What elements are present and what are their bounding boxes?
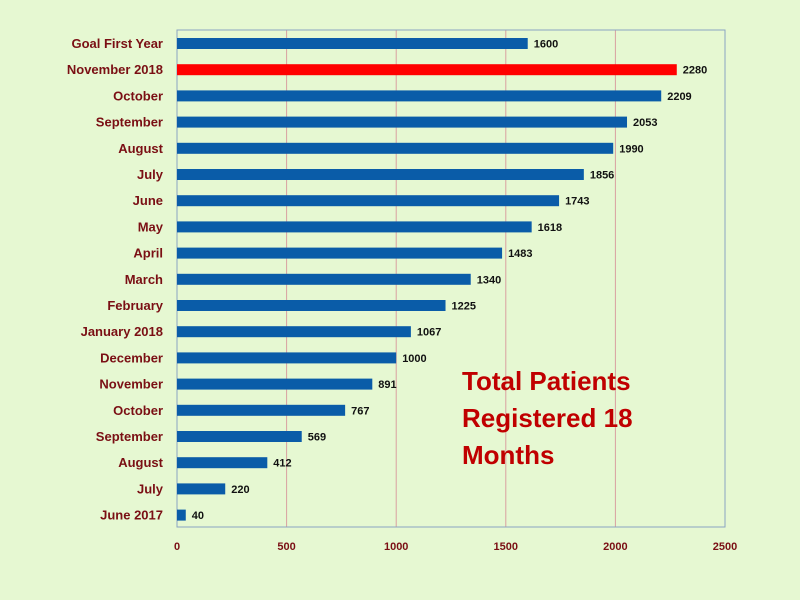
- x-axis-ticks: 0 500 1000 1500 2000 2500: [174, 541, 737, 553]
- value-label: 220: [231, 484, 249, 496]
- value-label: 2209: [667, 91, 691, 103]
- bar: [177, 300, 446, 311]
- tick-label: 2500: [713, 541, 737, 553]
- bar: [177, 38, 528, 49]
- value-label: 1067: [417, 327, 441, 339]
- category-label: October: [113, 403, 163, 418]
- chart-annotation: Total Patients Registered 18 Months: [462, 366, 633, 470]
- category-label: September: [96, 429, 163, 444]
- category-label: June: [133, 193, 163, 208]
- bar: [177, 195, 560, 207]
- value-label: 1225: [452, 301, 476, 313]
- value-label: 569: [308, 432, 326, 444]
- value-label: 40: [192, 510, 204, 522]
- category-label: September: [96, 115, 163, 130]
- value-label: 767: [351, 405, 369, 417]
- bar: [177, 247, 503, 259]
- category-label: July: [137, 167, 164, 182]
- value-label: 1990: [619, 143, 643, 155]
- tick-label: 2000: [603, 541, 627, 553]
- bar: [177, 64, 677, 76]
- category-label: May: [138, 219, 164, 234]
- category-label: Goal First Year: [71, 36, 163, 51]
- category-label: December: [100, 350, 163, 365]
- value-label: 1340: [477, 274, 501, 286]
- tick-label: 1000: [384, 541, 408, 553]
- value-label: 1600: [534, 39, 558, 51]
- bar: [177, 169, 584, 180]
- value-label: 891: [378, 379, 396, 391]
- category-labels: Goal First Year November 2018 October Septe…: [67, 36, 164, 523]
- bar: [177, 221, 532, 233]
- category-label: June 2017: [100, 508, 163, 523]
- tick-label: 1500: [494, 541, 518, 553]
- category-label: October: [113, 88, 163, 103]
- value-labels: 1600 2280 2209 2053 1990 1856 1743 1618 1483 1340…: [192, 39, 707, 523]
- bar: [177, 378, 373, 390]
- category-label: July: [137, 481, 164, 496]
- category-label: November: [99, 377, 163, 392]
- bar: [177, 404, 346, 416]
- bar: [177, 326, 411, 338]
- category-label: January 2018: [81, 324, 163, 339]
- bar: [177, 90, 662, 102]
- bar: [177, 431, 302, 442]
- bar: [177, 352, 397, 364]
- category-label: November 2018: [67, 62, 163, 77]
- bar: [177, 273, 471, 285]
- bar: [177, 142, 614, 154]
- category-label: April: [133, 246, 163, 261]
- tick-label: 0: [174, 541, 180, 553]
- value-label: 1483: [508, 248, 532, 260]
- value-label: 1618: [538, 222, 562, 234]
- value-label: 2053: [633, 117, 657, 129]
- category-label: February: [107, 298, 163, 313]
- bar: [177, 509, 186, 521]
- value-label: 1856: [590, 170, 614, 182]
- category-label: March: [125, 272, 163, 287]
- value-label: 1743: [565, 196, 589, 208]
- value-label: 412: [273, 458, 291, 470]
- category-label: August: [118, 141, 163, 156]
- bar: [177, 457, 268, 469]
- category-label: August: [118, 455, 163, 470]
- bars: [177, 38, 677, 521]
- bar: [177, 483, 226, 495]
- tick-label: 500: [277, 541, 295, 553]
- value-label: 1000: [402, 353, 426, 365]
- bar: [177, 116, 628, 128]
- value-label: 2280: [683, 65, 707, 77]
